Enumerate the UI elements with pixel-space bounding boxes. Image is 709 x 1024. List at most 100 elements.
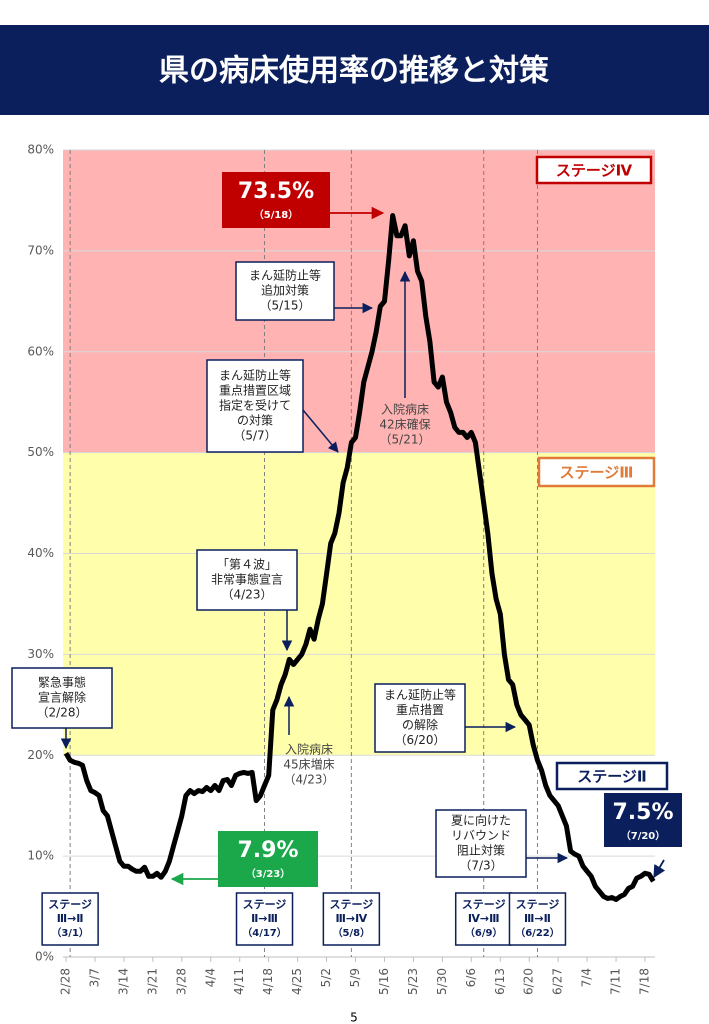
annotation-text: 阻止対策 bbox=[457, 844, 505, 858]
x-tick-label: 4/25 bbox=[290, 968, 304, 995]
annotation-text: 指定を受けて bbox=[219, 398, 291, 413]
annotation-box bbox=[11, 667, 113, 729]
stage-zone bbox=[63, 452, 655, 756]
x-tick-label: 7/11 bbox=[609, 968, 623, 995]
stage-change-box bbox=[41, 892, 99, 946]
stage-change-text: （4/17） bbox=[242, 926, 287, 939]
page-title: 県の病床使用率の推移と対策 bbox=[159, 54, 549, 89]
x-tick-label: 7/18 bbox=[638, 968, 652, 995]
annotation-text: まん延防止等 bbox=[219, 368, 291, 383]
annotation-box bbox=[235, 261, 335, 321]
stage-change-text: Ⅳ→Ⅲ bbox=[468, 912, 500, 925]
stage-label-box bbox=[535, 155, 653, 185]
annotation-text: 追加対策 bbox=[261, 283, 309, 298]
x-tick-label: 2/28 bbox=[59, 968, 73, 995]
annotation-text: の対策 bbox=[237, 414, 273, 428]
annotation-box bbox=[435, 809, 527, 878]
x-tick-label: 7/4 bbox=[580, 968, 594, 987]
y-tick-label: 60% bbox=[27, 344, 54, 358]
x-tick-label: 6/13 bbox=[493, 968, 507, 995]
x-tick-label: 4/18 bbox=[261, 968, 275, 995]
highlight-date: （5/18） bbox=[254, 208, 299, 221]
annotation-text: （5/15） bbox=[260, 299, 311, 313]
stage-change-box bbox=[322, 892, 381, 946]
x-tick-label: 5/2 bbox=[319, 968, 333, 987]
annotation-text: 42床確保 bbox=[379, 417, 430, 432]
x-tick-label: 4/11 bbox=[232, 968, 246, 995]
x-tick-label: 3/28 bbox=[174, 968, 188, 995]
x-tick-label: 5/16 bbox=[377, 968, 391, 995]
x-tick-label: 6/20 bbox=[522, 968, 536, 995]
annotation-text: 重点措置区域 bbox=[219, 384, 291, 398]
annotation-text: 重点措置 bbox=[396, 703, 444, 717]
x-tick-label: 4/4 bbox=[203, 968, 217, 987]
stage-label-box bbox=[555, 761, 669, 791]
highlight-value: 7.5% bbox=[612, 800, 673, 825]
stage-change-text: （5/8） bbox=[333, 926, 371, 939]
stage-change-text: ステージ bbox=[243, 898, 287, 911]
annotation-box bbox=[206, 359, 304, 453]
stage-label: ステージⅣ bbox=[556, 162, 633, 180]
annotation-text: 緊急事態 bbox=[38, 675, 86, 690]
stage-change-text: Ⅲ→Ⅱ bbox=[524, 912, 551, 925]
x-tick-label: 3/21 bbox=[145, 968, 159, 995]
stage-change-box bbox=[508, 892, 567, 946]
annotation-text: まん延防止等 bbox=[249, 268, 321, 283]
stage-label: ステージⅡ bbox=[577, 768, 647, 786]
highlight-arrow bbox=[653, 859, 666, 879]
y-tick-label: 80% bbox=[27, 143, 54, 157]
x-tick-label: 5/9 bbox=[348, 968, 362, 987]
stage-change-text: ステージ bbox=[462, 898, 506, 911]
x-tick-label: 3/7 bbox=[87, 968, 101, 987]
highlight-box bbox=[222, 172, 330, 228]
y-tick-label: 40% bbox=[27, 546, 54, 560]
annotation-text: 45床増床 bbox=[283, 758, 334, 772]
annotation-text: の解除 bbox=[402, 717, 438, 732]
stage-change-text: ステージ bbox=[516, 898, 560, 911]
y-tick-label: 0% bbox=[35, 950, 54, 964]
annotation-text: 宣言解除 bbox=[38, 690, 86, 705]
annotation-text: （4/23） bbox=[284, 773, 335, 787]
header-band bbox=[0, 25, 709, 115]
highlight-value: 7.9% bbox=[237, 838, 298, 863]
annotation-text: （7/3） bbox=[459, 859, 502, 873]
stage-change-text: （6/9） bbox=[465, 926, 503, 939]
stage-change-text: Ⅲ→Ⅱ bbox=[57, 912, 84, 925]
stage-change-text: ステージ bbox=[48, 898, 92, 911]
annotation-arrow bbox=[302, 409, 339, 453]
highlight-box bbox=[604, 793, 682, 847]
stage-change-text: （6/22） bbox=[515, 926, 560, 939]
x-tick-label: 3/14 bbox=[116, 968, 130, 995]
highlight-date: （3/23） bbox=[246, 867, 291, 880]
stage-label: ステージⅢ bbox=[560, 464, 634, 482]
annotation-text: （5/21） bbox=[380, 433, 431, 447]
x-tick-label: 6/27 bbox=[551, 968, 565, 995]
highlight-box bbox=[218, 831, 318, 887]
annotation-text: 「第４波」 bbox=[217, 558, 277, 572]
annotation-text: （6/20） bbox=[395, 733, 446, 747]
y-tick-label: 20% bbox=[27, 748, 54, 762]
stage-label-box bbox=[537, 456, 656, 488]
highlight-value: 73.5% bbox=[238, 179, 314, 204]
annotation-text: 非常事態宣言 bbox=[211, 572, 283, 587]
annotation-text: まん延防止等 bbox=[384, 687, 456, 702]
stage-change-text: Ⅲ→Ⅳ bbox=[336, 912, 369, 925]
annotation-box bbox=[196, 549, 298, 611]
x-tick-label: 5/23 bbox=[406, 968, 420, 995]
x-tick-label: 6/6 bbox=[464, 968, 478, 987]
page-number: 5 bbox=[350, 1011, 358, 1024]
stage-change-text: ステージ bbox=[329, 898, 373, 911]
annotation-text: （4/23） bbox=[222, 588, 273, 602]
highlight-date: （7/20） bbox=[621, 829, 666, 842]
stage-change-box bbox=[235, 892, 294, 946]
annotation-text: 夏に向けた bbox=[451, 813, 511, 828]
stage-change-box bbox=[454, 892, 513, 946]
bed-usage-line bbox=[63, 213, 656, 902]
stage-change-text: Ⅱ→Ⅲ bbox=[251, 912, 278, 925]
x-tick-label: 5/30 bbox=[435, 968, 449, 995]
annotation-text: リバウンド bbox=[451, 829, 511, 843]
annotation-text: （2/28） bbox=[37, 706, 88, 720]
y-tick-label: 70% bbox=[27, 243, 54, 257]
y-tick-label: 10% bbox=[27, 849, 54, 863]
